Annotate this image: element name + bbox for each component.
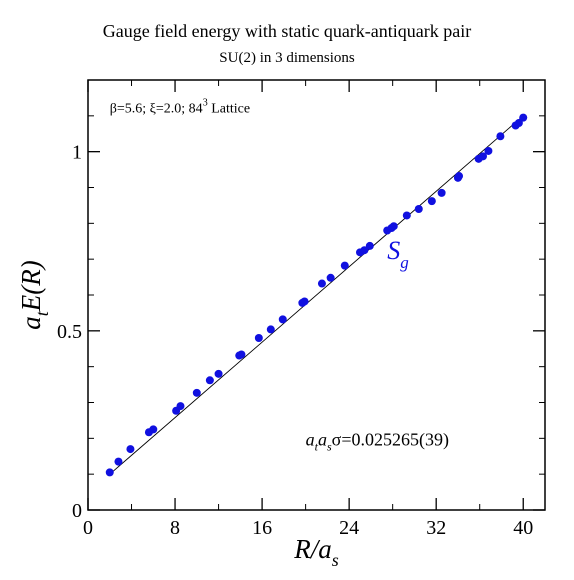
axis-tick-labels: 0 8 16 24 32 40 0 0.5 1 bbox=[57, 142, 533, 539]
data-point bbox=[455, 172, 464, 181]
sigma-sub1: t bbox=[315, 440, 319, 454]
sigma-annotation: atasσ=0.025265(39) bbox=[306, 430, 449, 454]
x-tick-label: 8 bbox=[170, 517, 180, 539]
data-point bbox=[192, 388, 201, 397]
y-axis-label-post: E(R) bbox=[16, 260, 46, 312]
y-axis-label: atE(R) bbox=[16, 260, 52, 329]
lattice-annotation-sup: 3 bbox=[203, 97, 208, 108]
y-tick-label: 0 bbox=[72, 500, 82, 522]
data-point bbox=[237, 350, 246, 359]
sigma-value: σ=0.025265(39) bbox=[332, 430, 449, 451]
sigma-sub2: s bbox=[327, 440, 332, 454]
lattice-annotation: β=5.6; ξ=2.0; 843 Lattice bbox=[110, 97, 250, 116]
x-tick-label: 40 bbox=[513, 517, 533, 539]
axis-ticks bbox=[87, 80, 545, 511]
data-point bbox=[340, 261, 349, 270]
y-axis-label-sub: t bbox=[32, 310, 52, 316]
x-axis-label-sub: s bbox=[332, 550, 339, 570]
data-point bbox=[254, 334, 263, 342]
data-point bbox=[317, 279, 326, 288]
data-point bbox=[389, 222, 398, 231]
data-point bbox=[176, 402, 185, 411]
x-tick-label: 24 bbox=[339, 517, 359, 539]
data-point bbox=[402, 211, 411, 220]
data-point bbox=[414, 205, 423, 213]
x-tick-label: 32 bbox=[426, 517, 446, 539]
data-point bbox=[266, 325, 275, 334]
x-tick-label: 0 bbox=[83, 517, 93, 539]
data-point bbox=[205, 376, 214, 385]
series-label: Sg bbox=[387, 236, 409, 272]
fit-line bbox=[109, 115, 524, 475]
series-label-sub: g bbox=[400, 253, 409, 272]
data-point bbox=[300, 297, 309, 306]
y-tick-label: 1 bbox=[72, 142, 82, 164]
data-point bbox=[326, 273, 335, 282]
lattice-annotation-main: β=5.6; ξ=2.0; 84 bbox=[110, 101, 203, 116]
data-point bbox=[514, 119, 523, 127]
data-point bbox=[114, 457, 123, 466]
lattice-annotation-suffix: Lattice bbox=[208, 101, 250, 116]
y-tick-label: 0.5 bbox=[57, 321, 82, 343]
x-axis-label: R/as bbox=[293, 534, 339, 570]
series-label-main: S bbox=[387, 236, 400, 265]
data-point bbox=[484, 146, 493, 155]
data-point bbox=[278, 315, 287, 324]
data-point bbox=[496, 132, 505, 141]
data-point bbox=[214, 369, 223, 378]
data-point bbox=[478, 152, 487, 161]
y-axis-label-pre: a bbox=[16, 316, 46, 330]
x-tick-label: 16 bbox=[252, 517, 272, 539]
sigma-a1: a bbox=[306, 430, 315, 450]
x-axis-label-main: R/a bbox=[293, 534, 332, 564]
data-point bbox=[437, 188, 446, 197]
data-point bbox=[365, 241, 374, 250]
data-points bbox=[105, 113, 528, 477]
data-point bbox=[427, 197, 436, 206]
chart-title: Gauge field energy with static quark-ant… bbox=[102, 21, 472, 41]
data-point bbox=[149, 425, 158, 434]
data-point bbox=[519, 113, 528, 122]
data-point bbox=[360, 246, 369, 255]
chart-subtitle: SU(2) in 3 dimensions bbox=[219, 50, 355, 66]
data-point bbox=[105, 468, 114, 477]
sigma-a2: a bbox=[318, 430, 327, 450]
data-point bbox=[126, 445, 135, 454]
